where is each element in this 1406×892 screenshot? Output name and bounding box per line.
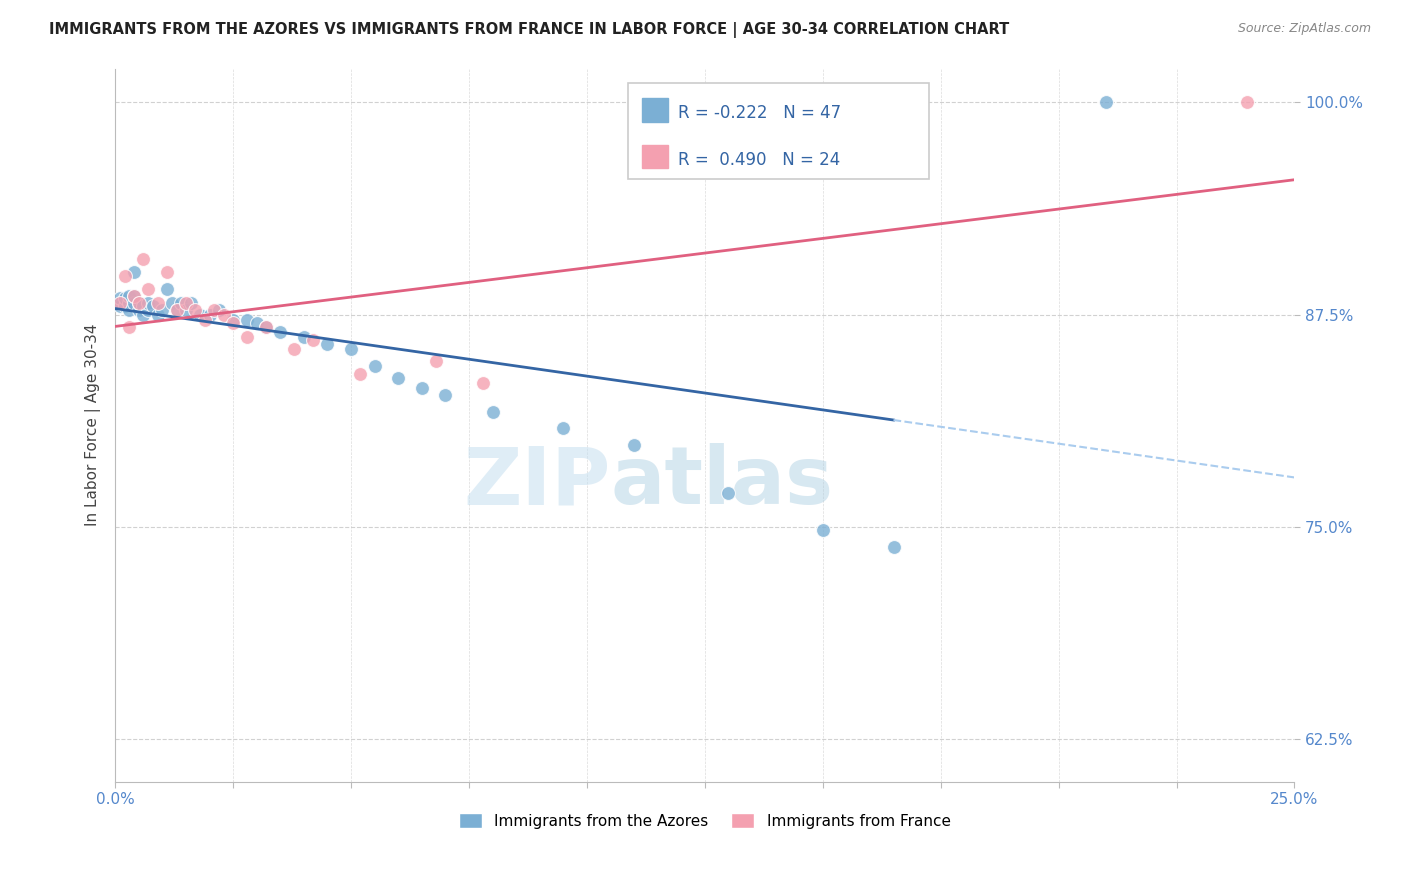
Point bbox=[425, 353, 447, 368]
Point bbox=[128, 296, 150, 310]
Point bbox=[180, 296, 202, 310]
Text: ZIP: ZIP bbox=[463, 443, 610, 521]
Point bbox=[122, 265, 145, 279]
Point bbox=[553, 421, 575, 435]
Point bbox=[212, 308, 235, 322]
Point bbox=[1236, 95, 1258, 110]
FancyBboxPatch shape bbox=[628, 83, 929, 179]
Y-axis label: In Labor Force | Age 30-34: In Labor Force | Age 30-34 bbox=[86, 324, 101, 526]
Point bbox=[194, 313, 217, 327]
Point bbox=[188, 308, 211, 322]
Point bbox=[717, 486, 740, 500]
Point bbox=[236, 313, 259, 327]
Point bbox=[1094, 95, 1116, 110]
Point bbox=[118, 319, 141, 334]
Point bbox=[434, 387, 457, 401]
Point bbox=[118, 302, 141, 317]
Text: IMMIGRANTS FROM THE AZORES VS IMMIGRANTS FROM FRANCE IN LABOR FORCE | AGE 30-34 : IMMIGRANTS FROM THE AZORES VS IMMIGRANTS… bbox=[49, 22, 1010, 38]
Point bbox=[174, 302, 197, 317]
Text: atlas: atlas bbox=[610, 443, 834, 521]
Point bbox=[316, 336, 339, 351]
Point bbox=[108, 296, 131, 310]
Point bbox=[811, 524, 834, 538]
Point bbox=[166, 302, 188, 317]
Legend: Immigrants from the Azores, Immigrants from France: Immigrants from the Azores, Immigrants f… bbox=[453, 806, 956, 835]
Point bbox=[363, 359, 385, 373]
Point bbox=[882, 541, 904, 555]
Point bbox=[132, 252, 155, 266]
Point bbox=[198, 308, 221, 322]
Point bbox=[156, 282, 179, 296]
Point bbox=[114, 291, 136, 305]
Text: Source: ZipAtlas.com: Source: ZipAtlas.com bbox=[1237, 22, 1371, 36]
Text: R = -0.222   N = 47: R = -0.222 N = 47 bbox=[678, 104, 841, 122]
Point bbox=[472, 376, 495, 390]
Point bbox=[387, 370, 409, 384]
Point bbox=[114, 268, 136, 283]
Point bbox=[411, 381, 433, 395]
Point bbox=[202, 302, 225, 317]
Point bbox=[150, 302, 173, 317]
Point bbox=[208, 302, 231, 317]
Point bbox=[142, 299, 165, 313]
Point bbox=[122, 289, 145, 303]
Point bbox=[349, 367, 371, 381]
Point bbox=[136, 282, 159, 296]
Point bbox=[108, 299, 131, 313]
Point bbox=[246, 316, 269, 330]
Point bbox=[146, 308, 169, 322]
Bar bbox=[643, 98, 668, 122]
Point bbox=[122, 296, 145, 310]
Point bbox=[132, 299, 155, 313]
Point bbox=[340, 342, 363, 356]
Point bbox=[156, 265, 179, 279]
Point bbox=[269, 325, 291, 339]
Point bbox=[302, 333, 325, 347]
Point bbox=[160, 296, 183, 310]
Text: R =  0.490   N = 24: R = 0.490 N = 24 bbox=[678, 151, 839, 169]
Point bbox=[132, 308, 155, 322]
Point bbox=[128, 296, 150, 310]
Point bbox=[481, 404, 503, 418]
Point bbox=[283, 342, 305, 356]
Point bbox=[292, 330, 315, 344]
Point bbox=[184, 302, 207, 317]
Point bbox=[118, 289, 141, 303]
Point bbox=[108, 291, 131, 305]
Point bbox=[170, 296, 193, 310]
Point bbox=[222, 313, 245, 327]
Point bbox=[136, 302, 159, 317]
Point bbox=[146, 296, 169, 310]
Point bbox=[222, 316, 245, 330]
Point bbox=[128, 302, 150, 317]
Point bbox=[174, 296, 197, 310]
Point bbox=[166, 302, 188, 317]
Point bbox=[623, 438, 645, 452]
Point bbox=[254, 319, 277, 334]
Point bbox=[118, 296, 141, 310]
Point bbox=[254, 319, 277, 334]
Point bbox=[136, 296, 159, 310]
Point bbox=[236, 330, 259, 344]
Bar bbox=[643, 145, 668, 169]
Point bbox=[122, 289, 145, 303]
Point bbox=[114, 299, 136, 313]
